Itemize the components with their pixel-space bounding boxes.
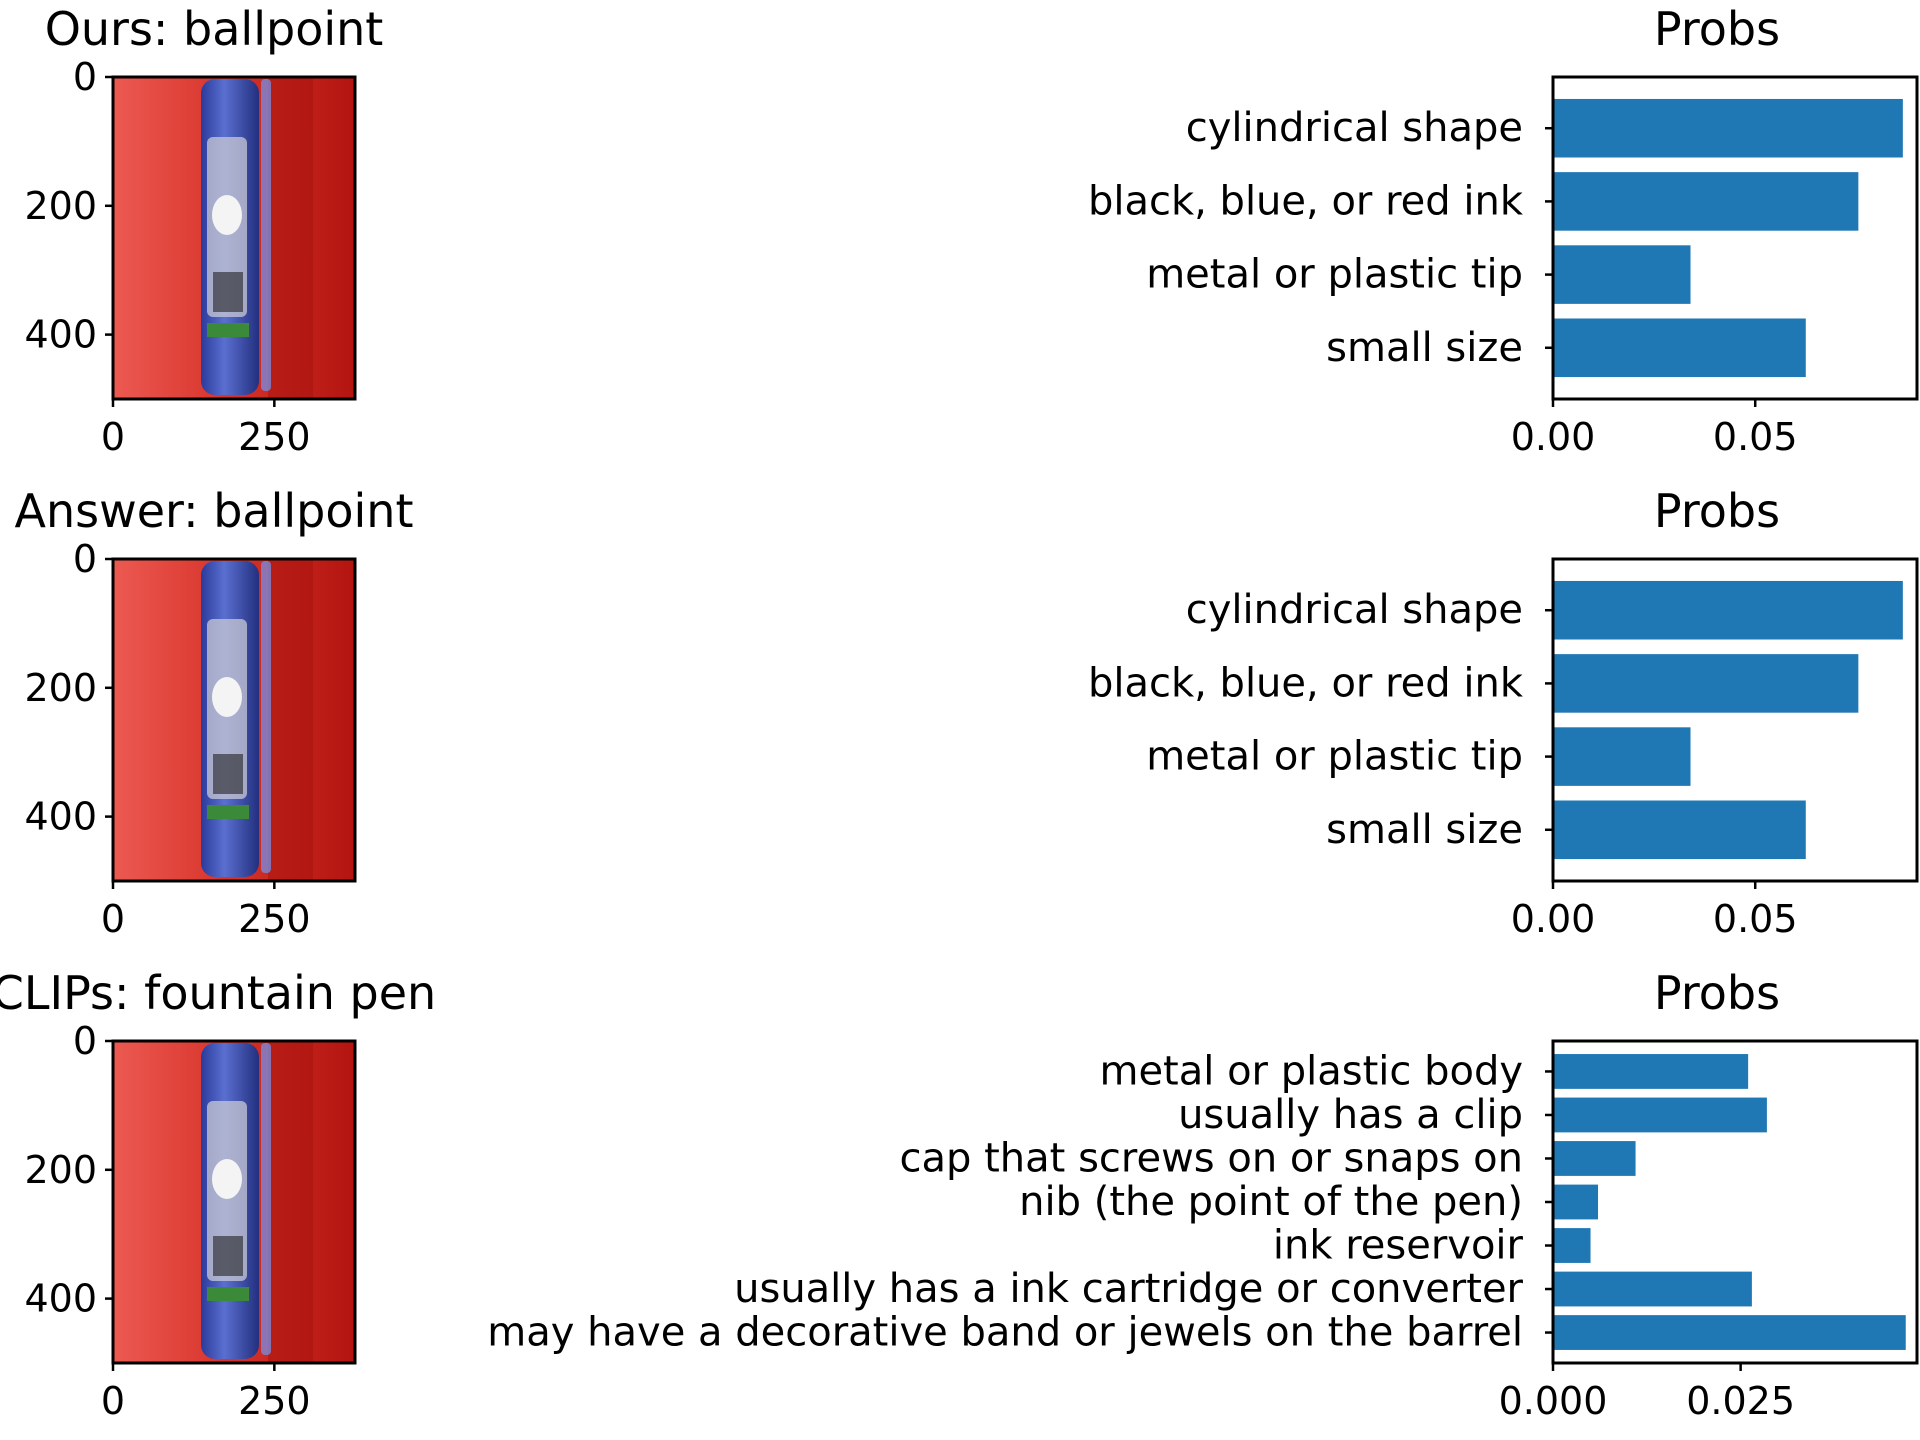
pen-shadow (268, 77, 313, 399)
pen-shadow (268, 559, 313, 881)
category-label: nib (the point of the pen) (1019, 1179, 1523, 1225)
chart-title: Probs (1654, 2, 1780, 56)
bar (1553, 1054, 1749, 1089)
bar (1553, 98, 1903, 158)
bar (1553, 1271, 1752, 1307)
image-axes-frame (111, 1039, 357, 1365)
value-tick-label: 0.05 (1713, 897, 1798, 941)
label-dark-band (213, 272, 243, 312)
image-xtick-label: 0 (101, 897, 125, 941)
pen-photo (113, 77, 355, 399)
label-dark-band (213, 1236, 243, 1276)
image-xtick-label: 250 (238, 415, 311, 459)
bar (1553, 172, 1859, 231)
category-label: black, blue, or red ink (1088, 660, 1524, 706)
bar (1553, 1141, 1636, 1176)
image-ytick-label: 400 (24, 1277, 97, 1321)
image-title: Answer: ballpoint (15, 484, 414, 538)
pen-clip (261, 561, 271, 873)
category-label: may have a decorative band or jewels on … (487, 1310, 1523, 1356)
chart-title: Probs (1654, 966, 1780, 1020)
chart-title: Probs (1654, 484, 1780, 538)
image-ytick-label: 200 (24, 1148, 97, 1192)
bar (1553, 1184, 1599, 1220)
category-label: cylindrical shape (1186, 587, 1523, 633)
image-title: CLIPs: fountain pen (0, 966, 436, 1020)
pen-clip (261, 79, 271, 391)
bar (1553, 580, 1903, 640)
category-label: metal or plastic body (1099, 1048, 1523, 1094)
image-ytick-label: 400 (24, 313, 97, 357)
bar (1553, 1097, 1767, 1133)
probs-bar-chart: Probs cylindrical shape black, blue, or re… (1088, 2, 1919, 459)
label-green-band (207, 323, 249, 337)
image-ytick-label: 0 (73, 537, 97, 581)
image-ytick-label: 0 (73, 1019, 97, 1063)
category-label: ink reservoir (1273, 1223, 1524, 1269)
value-tick-label: 0.05 (1713, 415, 1798, 459)
image-xtick-label: 0 (101, 415, 125, 459)
category-label: metal or plastic tip (1146, 734, 1523, 780)
bar (1553, 1315, 1906, 1350)
value-tick-label: 0.00 (1511, 897, 1596, 941)
value-tick-label: 0.000 (1499, 1379, 1608, 1423)
pen-photo (113, 1041, 355, 1363)
value-tick-label: 0.00 (1511, 415, 1596, 459)
category-label: black, blue, or red ink (1088, 178, 1524, 224)
image-axes-frame (111, 557, 357, 883)
image-ytick-label: 200 (24, 666, 97, 710)
image-axes-frame (111, 75, 357, 401)
category-label: cylindrical shape (1186, 105, 1523, 151)
snoopy-graphic (212, 677, 242, 717)
pen-shadow (268, 1041, 313, 1363)
bar-axes-frame (1551, 1039, 1919, 1365)
label-green-band (207, 805, 249, 819)
image-ytick-label: 200 (24, 184, 97, 228)
category-label: small size (1326, 807, 1523, 853)
image-xtick-label: 250 (238, 897, 311, 941)
image-title: Ours: ballpoint (45, 2, 384, 56)
bar (1553, 1228, 1591, 1263)
image-ytick-label: 400 (24, 795, 97, 839)
category-label: metal or plastic tip (1146, 252, 1523, 298)
pen-clip (261, 1043, 271, 1355)
label-green-band (207, 1287, 249, 1301)
snoopy-graphic (212, 195, 242, 235)
image-xtick-label: 250 (238, 1379, 311, 1423)
snoopy-graphic (212, 1159, 242, 1199)
bar (1553, 654, 1859, 713)
category-label: usually has a clip (1178, 1092, 1523, 1138)
pen-photo (113, 559, 355, 881)
image-ytick-label: 0 (73, 55, 97, 99)
category-label: cap that screws on or snaps on (900, 1135, 1523, 1181)
bar (1553, 318, 1806, 378)
bar (1553, 727, 1691, 786)
bar (1553, 245, 1691, 304)
label-dark-band (213, 754, 243, 794)
image-xtick-label: 0 (101, 1379, 125, 1423)
value-tick-label: 0.025 (1686, 1379, 1795, 1423)
category-label: small size (1326, 325, 1523, 371)
bar (1553, 800, 1806, 860)
bar-axes-frame (1551, 557, 1919, 883)
category-label: usually has a ink cartridge or converter (734, 1266, 1523, 1312)
probs-bar-chart: Probs cylindrical shape black, blue, or re… (1088, 484, 1919, 941)
bar-axes-frame (1551, 75, 1919, 401)
